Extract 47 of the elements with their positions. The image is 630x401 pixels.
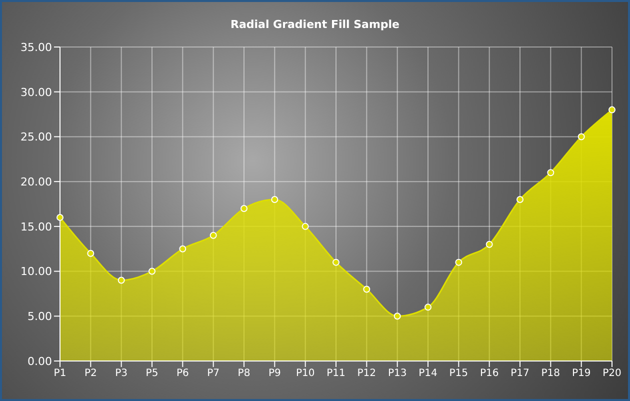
point	[424, 304, 432, 311]
x-tick-label: P6	[176, 368, 189, 380]
point	[118, 276, 125, 284]
x-tick-label: P17	[510, 368, 530, 380]
point	[516, 196, 524, 204]
x-tick-label: P1	[54, 368, 66, 380]
point	[56, 214, 64, 221]
x-tick-label: P12	[357, 368, 376, 380]
point	[87, 250, 94, 257]
point	[332, 258, 340, 266]
chart-title: Radial Gradient Fill Sample	[229, 18, 401, 31]
x-tick-label: P14	[418, 368, 438, 380]
y-tick-label: 25.00	[20, 130, 52, 144]
x-tick-label: P20	[602, 368, 622, 380]
point	[608, 106, 616, 114]
y-tick-label: 35.00	[20, 40, 52, 54]
y-tick-label: 5.00	[28, 310, 52, 324]
point	[302, 222, 309, 230]
x-tick-label: P9	[268, 368, 281, 380]
point	[179, 245, 186, 252]
x-tick-label: P8	[238, 368, 250, 380]
x-tick-label: P7	[207, 368, 220, 380]
point	[547, 169, 554, 176]
y-tick-label: 10.00	[20, 265, 52, 278]
x-tick-label: P16	[480, 368, 499, 380]
x-tick-label: P13	[388, 368, 407, 380]
point	[148, 268, 156, 275]
x-tick-label: P11	[326, 368, 346, 380]
x-tick-label: P19	[572, 368, 591, 380]
point	[578, 133, 585, 140]
x-tick-label: P10	[296, 368, 315, 380]
point	[394, 312, 401, 320]
y-tick-label: 0.00	[28, 354, 52, 368]
point	[210, 232, 217, 239]
x-tick-label: P2	[84, 368, 97, 380]
y-tick-label: 20.00	[20, 175, 52, 188]
point	[271, 196, 278, 204]
x-tick-label: P18	[541, 368, 560, 380]
y-tick-label: 30.00	[20, 86, 52, 99]
x-tick-label: P5	[146, 368, 158, 380]
x-tick-label: P3	[115, 368, 128, 380]
y-tick-label: 15.00	[20, 220, 52, 234]
x-tick-label: P15	[449, 368, 468, 380]
point	[455, 258, 462, 266]
point	[240, 204, 248, 212]
point	[486, 240, 493, 248]
point	[363, 286, 370, 293]
